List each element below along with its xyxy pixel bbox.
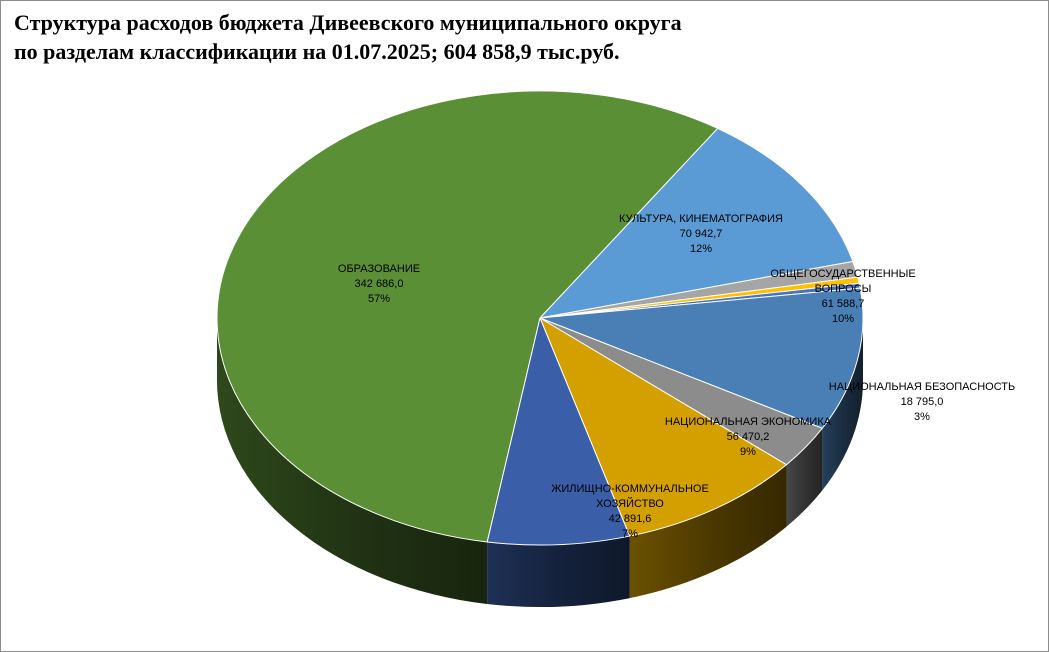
slice-label-1-line-1: 70 942,7 [680,228,723,240]
pie-slice-8 [486,317,631,546]
chart-title: Структура расходов бюджета Дивеевского м… [14,8,682,66]
slice-label-8-line-3: 7% [622,528,638,540]
slice-label-8-line-2: 42 891,6 [609,513,652,525]
pie-side-shade-0 [217,318,488,604]
slice-label-7: НАЦИОНАЛЬНАЯ ЭКОНОМИКА 56 470,2 9% [665,416,832,458]
slice-label-7-line-1: 56 470,2 [727,431,770,443]
slice-label-0: ОБРАЗОВАНИЕ 342 686,0 57% [338,263,420,305]
slice-label-6: НАЦИОНАЛЬНАЯ БЕЗОПАСНОСТЬ 18 795,0 3% [829,381,1015,423]
slice-label-1-line-2: 12% [690,243,712,255]
slice-label-7-line-0: НАЦИОНАЛЬНАЯ ЭКОНОМИКА [665,416,832,428]
pie-side-shade-5 [822,318,863,491]
chart-title-line-1: Структура расходов бюджета Дивеевского м… [14,10,682,35]
slice-label-7-line-2: 9% [740,446,756,458]
pie-side-shade-6 [786,428,823,527]
slice-label-6-line-1: 18 795,0 [901,396,944,408]
pie-slice-5 [539,287,864,429]
pie-side-shade-8 [487,536,630,608]
slice-label-5: ОБЩЕГОСУДАРСТВЕННЫЕ ВОПРОСЫ 61 588,7 10% [770,268,915,325]
slice-label-8-line-0: ЖИЛИЩНО-КОММУНАЛЬНОЕ [551,483,709,495]
slice-label-1-line-0: КУЛЬТУРА, КИНЕМАТОГРАФИЯ [619,213,783,225]
slice-label-0-line-0: ОБРАЗОВАНИЕ [338,263,420,275]
pie-slice-0 [216,90,719,543]
pie-slice-7 [539,317,787,537]
chart-title-line-2: по разделам классификации на 01.07.2025;… [14,39,620,64]
pie-side-shade-7 [629,464,787,599]
pie-slice-1 [539,127,854,319]
slice-label-5-line-1: ВОПРОСЫ [815,283,872,295]
slice-label-8: ЖИЛИЩНО-КОММУНАЛЬНОЕ ХОЗЯЙСТВО 42 891,6 7% [551,483,709,540]
slice-label-8-line-1: ХОЗЯЙСТВО [596,497,664,510]
slice-label-0-line-1: 342 686,0 [355,278,404,290]
slice-label-1: КУЛЬТУРА, КИНЕМАТОГРАФИЯ 70 942,7 12% [619,213,783,255]
slice-label-5-line-2: 61 588,7 [822,298,865,310]
slice-label-6-line-2: 3% [914,411,930,423]
slice-label-0-line-2: 57% [368,293,390,305]
slice-label-6-line-0: НАЦИОНАЛЬНАЯ БЕЗОПАСНОСТЬ [829,381,1015,393]
slice-label-5-line-3: 10% [832,313,854,325]
slice-label-5-line-0: ОБЩЕГОСУДАРСТВЕННЫЕ [770,268,915,280]
